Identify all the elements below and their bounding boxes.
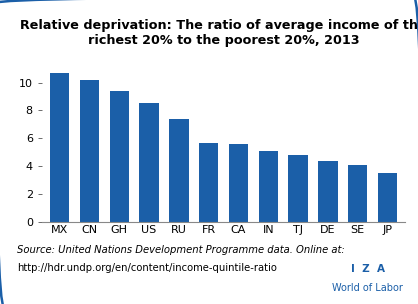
Bar <box>378 173 397 222</box>
Bar <box>259 151 278 222</box>
Bar <box>50 73 69 222</box>
Text: World of Labor: World of Labor <box>332 283 403 293</box>
Title: Relative deprivation: The ratio of average income of the
richest 20% to the poor: Relative deprivation: The ratio of avera… <box>20 19 418 47</box>
Bar <box>169 119 189 222</box>
Bar <box>140 103 159 222</box>
Bar <box>348 165 367 222</box>
Bar <box>229 144 248 222</box>
Bar <box>80 80 99 222</box>
Bar <box>199 143 219 222</box>
Text: I  Z  A: I Z A <box>351 264 385 275</box>
Bar <box>110 91 129 222</box>
Bar <box>318 161 338 222</box>
Bar <box>288 155 308 222</box>
Text: Source: United Nations Development Programme data. Online at:: Source: United Nations Development Progr… <box>17 245 344 255</box>
Text: http://hdr.undp.org/en/content/income-quintile-ratio: http://hdr.undp.org/en/content/income-qu… <box>17 263 277 273</box>
